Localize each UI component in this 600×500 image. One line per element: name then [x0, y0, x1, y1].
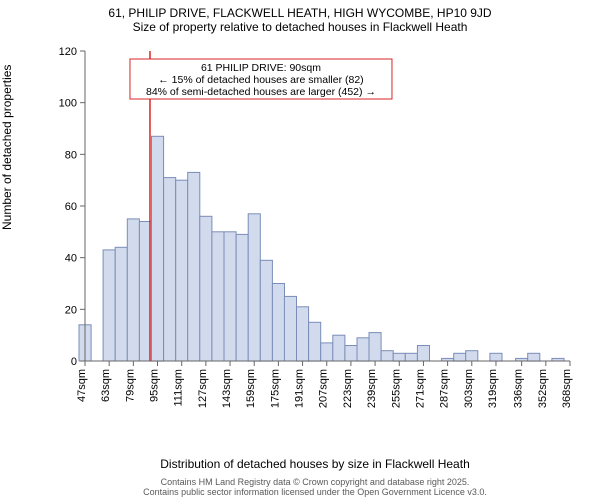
- x-tick-label: 111sqm: [173, 369, 185, 407]
- y-tick-label: 80: [65, 149, 77, 161]
- histogram-bar: [321, 343, 333, 361]
- y-tick-label: 60: [65, 201, 77, 213]
- histogram-bar: [272, 284, 284, 362]
- histogram-bar: [188, 172, 200, 361]
- x-tick-label: 127sqm: [197, 369, 209, 408]
- x-tick-label: 319sqm: [487, 369, 499, 408]
- histogram-bar: [490, 353, 502, 361]
- chart-container: 61, PHILIP DRIVE, FLACKWELL HEATH, HIGH …: [0, 0, 600, 500]
- histogram-bar: [127, 219, 139, 361]
- histogram-bar: [454, 353, 466, 361]
- x-tick-label: 159sqm: [245, 369, 257, 408]
- histogram-bar: [393, 353, 405, 361]
- histogram-bar: [115, 247, 127, 361]
- y-axis-label: Number of detached properties: [0, 65, 14, 230]
- histogram-bar: [164, 178, 176, 361]
- histogram-bar: [152, 136, 164, 361]
- x-tick-label: 271sqm: [414, 369, 426, 408]
- histogram-bar: [212, 232, 224, 361]
- histogram-bar: [176, 180, 188, 361]
- histogram-bar: [417, 346, 429, 362]
- histogram-bar: [369, 333, 381, 361]
- y-tick-label: 120: [59, 46, 77, 58]
- histogram-svg: 0 20 40 60 80 100 120 47sqm 63sqm 79sqm 95sqm 111sq…: [55, 46, 575, 416]
- x-tick-label: 223sqm: [342, 369, 354, 408]
- annotation-line-3: 84% of semi-detached houses are larger (…: [146, 86, 376, 98]
- x-tick-label: 47sqm: [76, 369, 88, 402]
- histogram-bar: [260, 260, 272, 361]
- y-tick-label: 100: [59, 98, 77, 110]
- x-tick-label: 287sqm: [439, 369, 451, 408]
- footer-attribution: Contains HM Land Registry data © Crown c…: [55, 478, 575, 498]
- histogram-bar: [297, 307, 309, 361]
- x-tick-label: 368sqm: [561, 369, 573, 408]
- y-tick-label: 40: [65, 253, 77, 265]
- annotation-line-1: 61 PHILIP DRIVE: 90sqm: [201, 62, 321, 74]
- histogram-bar: [103, 250, 115, 361]
- x-tick-label: 239sqm: [366, 369, 378, 408]
- histogram-bar: [345, 346, 357, 362]
- x-tick-label: 143sqm: [221, 369, 233, 408]
- histogram-bar: [284, 296, 296, 361]
- x-tick-label: 79sqm: [124, 369, 136, 402]
- x-axis-label: Distribution of detached houses by size …: [55, 457, 575, 471]
- histogram-bar: [357, 338, 369, 361]
- x-tick-label: 191sqm: [294, 369, 306, 408]
- annotation-line-2: ← 15% of detached houses are smaller (82…: [158, 74, 363, 86]
- histogram-bar: [248, 214, 260, 361]
- y-tick-label: 20: [65, 304, 77, 316]
- x-tick-label: 303sqm: [463, 369, 475, 408]
- histogram-bar: [466, 351, 478, 361]
- x-tick-label: 352sqm: [537, 369, 549, 408]
- x-tick-label: 207sqm: [318, 369, 330, 408]
- title-line-1: 61, PHILIP DRIVE, FLACKWELL HEATH, HIGH …: [0, 0, 600, 20]
- footer-line-2: Contains public sector information licen…: [55, 488, 575, 498]
- x-tick-label: 255sqm: [390, 369, 402, 408]
- histogram-bar: [309, 322, 321, 361]
- x-tick-label: 175sqm: [269, 369, 281, 408]
- plot-area: 0 20 40 60 80 100 120 47sqm 63sqm 79sqm 95sqm 111sq…: [55, 46, 575, 416]
- x-tick-label: 336sqm: [513, 369, 525, 408]
- histogram-bar: [381, 351, 393, 361]
- x-tick-label: 63sqm: [100, 369, 112, 402]
- title-line-2: Size of property relative to detached ho…: [0, 20, 600, 34]
- histogram-bar: [200, 216, 212, 361]
- histogram-bar: [236, 234, 248, 361]
- x-tick-label: 95sqm: [149, 369, 161, 402]
- y-tick-label: 0: [71, 356, 77, 368]
- histogram-bar: [333, 335, 345, 361]
- histogram-bar: [405, 353, 417, 361]
- histogram-bar: [528, 353, 540, 361]
- histogram-bar: [224, 232, 236, 361]
